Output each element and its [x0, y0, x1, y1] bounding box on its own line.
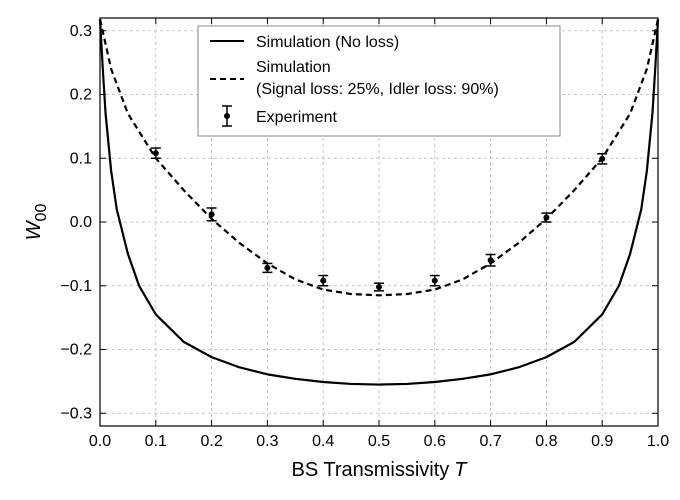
- experiment-marker: [431, 277, 438, 284]
- experiment-point: [150, 147, 161, 159]
- experiment-marker: [543, 214, 550, 221]
- y-axis-title-symbol: W: [23, 219, 45, 240]
- experiment-marker: [487, 257, 494, 264]
- x-tick-label: 0.3: [256, 433, 278, 450]
- series-line-lossy: [98, 19, 660, 297]
- legend-errorbar-swatch: [222, 105, 232, 127]
- x-tick-label: 0.5: [368, 433, 390, 450]
- legend: Simulation (No loss) Simulation (Signal …: [197, 25, 561, 137]
- series-layer: [98, 19, 660, 386]
- x-tick-label: 1.0: [647, 433, 669, 450]
- x-axis-title: BS Transmissivity T: [291, 459, 468, 481]
- x-tick-label: 0.7: [479, 433, 501, 450]
- experiment-point: [206, 207, 217, 222]
- experiment-marker: [376, 284, 382, 291]
- y-tick-label: 0.2: [70, 87, 92, 104]
- series-line-no-loss: [98, 19, 660, 386]
- legend-label-lossy: Simulation: [256, 59, 331, 76]
- y-tick-label: 0.0: [70, 214, 92, 231]
- x-tick-label: 0.9: [591, 433, 613, 450]
- experiment-point: [429, 274, 440, 287]
- legend-box: [197, 25, 561, 137]
- y-tick-label: −0.1: [60, 278, 92, 295]
- x-tick-label: 0.8: [535, 433, 557, 450]
- y-tick-label: −0.2: [60, 342, 92, 359]
- experiment-marker: [208, 211, 215, 218]
- legend-errorbar-marker: [224, 113, 230, 119]
- y-tick-label: 0.3: [70, 23, 92, 40]
- y-tick-label: 0.1: [70, 150, 92, 167]
- experiment-point: [262, 262, 273, 274]
- experiment-point: [485, 253, 496, 267]
- experiment-marker: [264, 264, 271, 271]
- experiment-point: [541, 212, 552, 223]
- experiment-point: [318, 274, 329, 287]
- experiment-marker: [152, 150, 159, 157]
- x-axis-title-text: BS Transmissivity: [291, 459, 449, 481]
- x-tick-label: 0.1: [145, 433, 167, 450]
- experiment-point: [374, 282, 384, 292]
- legend-label-no-loss: Simulation (No loss): [256, 34, 399, 51]
- x-tick-label: 0.0: [89, 433, 111, 450]
- x-tick-label: 0.6: [424, 433, 446, 450]
- y-axis-title: W00: [23, 204, 50, 241]
- experiment-marker: [320, 277, 327, 284]
- x-axis-title-variable: T: [454, 459, 468, 481]
- x-tick-label: 0.2: [200, 433, 222, 450]
- y-tick-label: −0.3: [60, 405, 92, 422]
- x-tick-label: 0.4: [312, 433, 334, 450]
- experiment-marker: [599, 155, 606, 162]
- experiment-point: [597, 153, 608, 165]
- legend-label-experiment: Experiment: [256, 109, 337, 126]
- ticks-layer: 0.0 0.1 0.2 0.3 0.4 0.5 0.6 0.7 0.8 0.9 1.0 −0.3 −0.…: [60, 18, 669, 450]
- legend-label-lossy-detail: (Signal loss: 25%, Idler loss: 90%): [256, 81, 499, 98]
- y-axis-title-subscript: 00: [33, 204, 50, 222]
